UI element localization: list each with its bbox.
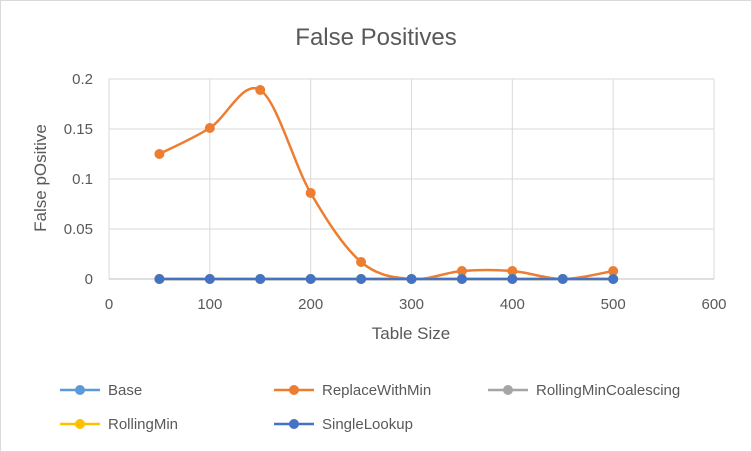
y-axis-title: False pOsitive xyxy=(31,124,50,232)
legend-swatch-marker xyxy=(75,385,85,395)
data-point xyxy=(305,188,316,198)
data-point xyxy=(608,266,619,276)
data-point xyxy=(255,274,266,284)
series-group xyxy=(154,85,619,284)
series-line xyxy=(158,86,614,281)
x-axis-title: Table Size xyxy=(372,324,450,343)
legend: Base ReplaceWithMin RollingMinCoalescing Ro… xyxy=(60,382,680,433)
x-tick-label: 0 xyxy=(105,296,113,313)
legend-item-base: Base xyxy=(60,382,142,399)
legend-label: RollingMinCoalescing xyxy=(536,382,680,399)
data-point xyxy=(356,257,367,267)
legend-item-rollingmin: RollingMin xyxy=(60,416,178,433)
legend-item-replacewithmin: ReplaceWithMin xyxy=(274,382,431,399)
legend-label: ReplaceWithMin xyxy=(322,382,431,399)
y-tick-label: 0.2 xyxy=(72,71,93,88)
data-point xyxy=(305,274,316,284)
data-point xyxy=(154,274,165,284)
data-point xyxy=(204,123,215,133)
data-point xyxy=(406,274,417,284)
data-point xyxy=(356,274,367,284)
data-point xyxy=(507,266,518,276)
x-tick-label: 500 xyxy=(601,296,626,313)
x-tick-label: 100 xyxy=(197,296,222,313)
series-replacewithmin xyxy=(154,85,619,284)
data-point xyxy=(507,274,518,284)
legend-label: SingleLookup xyxy=(322,416,413,433)
x-tick-label: 200 xyxy=(298,296,323,313)
data-point xyxy=(154,149,165,159)
legend-label: Base xyxy=(108,382,142,399)
legend-swatch-marker xyxy=(289,419,299,429)
legend-item-rollingmincoalescing: RollingMinCoalescing xyxy=(488,382,680,399)
data-point xyxy=(255,85,266,95)
x-tick-label: 400 xyxy=(500,296,525,313)
chart-title: False Positives xyxy=(295,24,456,51)
legend-swatch-marker xyxy=(289,385,299,395)
legend-label: RollingMin xyxy=(108,416,178,433)
series-singlelookup xyxy=(154,274,619,284)
gridlines xyxy=(108,78,715,279)
data-point xyxy=(608,274,619,284)
legend-swatch-marker xyxy=(75,419,85,429)
x-tick-label: 600 xyxy=(701,296,726,313)
y-tick-label: 0.1 xyxy=(72,171,93,188)
data-point xyxy=(456,274,467,284)
y-tick-label: 0.05 xyxy=(64,221,93,238)
y-tick-label: 0 xyxy=(85,271,93,288)
legend-item-singlelookup: SingleLookup xyxy=(274,416,413,433)
x-tick-label: 300 xyxy=(399,296,424,313)
data-point xyxy=(557,274,568,284)
legend-swatch-marker xyxy=(503,385,513,395)
y-tick-label: 0.15 xyxy=(64,121,93,138)
data-point xyxy=(204,274,215,284)
data-point xyxy=(456,266,467,276)
